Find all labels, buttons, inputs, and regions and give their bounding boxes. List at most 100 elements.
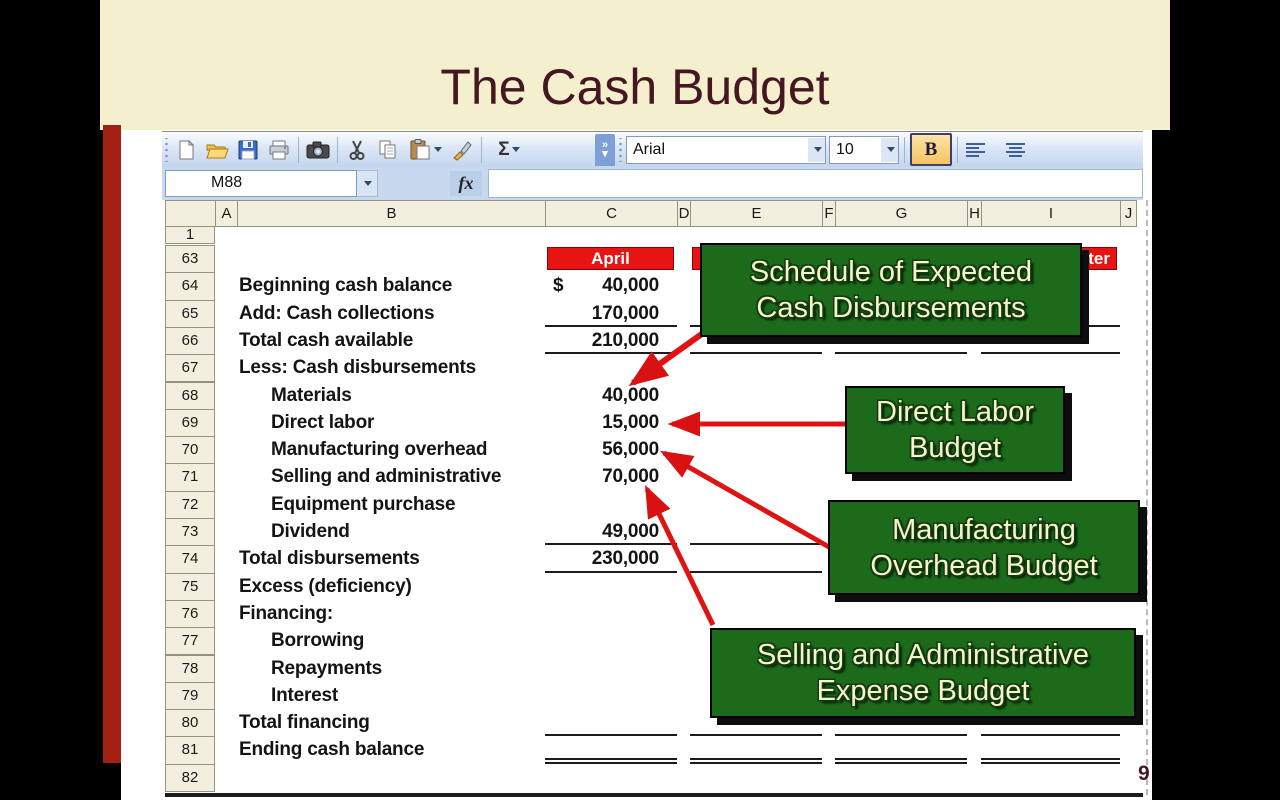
cell-I81[interactable] (981, 736, 1120, 764)
cell-B70[interactable]: Manufacturing overhead (271, 439, 488, 461)
row-header-81[interactable]: 81 (165, 736, 215, 765)
align-left-button[interactable] (963, 136, 996, 163)
select-all-corner[interactable] (165, 200, 216, 227)
cell-C67[interactable] (545, 354, 677, 381)
name-box-dropdown[interactable] (357, 170, 378, 197)
toolbar-grip-handle[interactable] (618, 137, 623, 162)
cell-C75[interactable] (545, 573, 677, 600)
cell-E66[interactable] (690, 327, 822, 355)
cell-G81[interactable] (835, 736, 967, 764)
column-header-A[interactable]: A (215, 200, 238, 227)
row-header-64[interactable]: 64 (165, 272, 215, 301)
cell-B75[interactable]: Excess (deficiency) (239, 575, 412, 597)
cell-C81[interactable] (545, 736, 677, 764)
cell-E74[interactable] (690, 545, 822, 573)
cell-B73[interactable]: Dividend (271, 521, 350, 542)
cell-C65[interactable]: 170,000 (545, 300, 677, 327)
row-header-72[interactable]: 72 (165, 490, 215, 519)
row-header-75[interactable]: 75 (165, 572, 215, 601)
row-header-67[interactable]: 67 (165, 354, 215, 383)
insert-function-button[interactable]: fx (450, 171, 482, 196)
paste-button[interactable] (405, 136, 445, 164)
cell-B69[interactable]: Direct labor (271, 411, 375, 433)
save-button[interactable] (234, 136, 262, 164)
cell-B77[interactable]: Borrowing (271, 630, 365, 652)
font-name-dropdown[interactable] (808, 137, 825, 162)
cell-C78[interactable] (545, 655, 677, 682)
cell-C71[interactable]: 70,000 (602, 466, 659, 488)
cell-B72[interactable]: Equipment purchase (271, 493, 456, 515)
cell-B71[interactable]: Selling and administrative (271, 466, 502, 488)
cut-button[interactable] (343, 136, 371, 164)
row-header-73[interactable]: 73 (165, 518, 215, 547)
column-header-F[interactable]: F (822, 200, 836, 227)
row-header-66[interactable]: 66 (165, 326, 215, 356)
column-header-C[interactable]: C (545, 200, 678, 227)
row-header-79[interactable]: 79 (165, 681, 215, 711)
cell-B76[interactable]: Financing: (239, 602, 334, 624)
font-name-combo[interactable]: Arial (626, 135, 826, 164)
column-header-G[interactable]: G (835, 200, 968, 227)
cell-C69[interactable]: 15,000 (602, 411, 659, 433)
cell-B80[interactable]: Total financing (239, 712, 370, 734)
paste-dropdown-arrow[interactable] (434, 147, 442, 152)
format-painter-button[interactable] (448, 136, 476, 164)
formula-input[interactable] (488, 169, 1143, 198)
autosum-button[interactable]: Σ (487, 136, 531, 164)
print-button[interactable] (265, 136, 293, 164)
row-header-69[interactable]: 69 (165, 408, 215, 438)
cell-C72[interactable]: - (648, 493, 655, 515)
row-header-76[interactable]: 76 (165, 599, 215, 629)
row-header-80[interactable]: 80 (165, 709, 215, 738)
cell-C80[interactable] (545, 709, 677, 737)
autosum-dropdown-arrow[interactable] (511, 147, 520, 152)
cell-B74[interactable]: Total disbursements (239, 548, 420, 570)
row-header-77[interactable]: 77 (165, 627, 215, 656)
copy-button[interactable] (374, 136, 402, 164)
column-header-I[interactable]: I (981, 200, 1121, 227)
column-header-E[interactable]: E (690, 200, 823, 227)
align-center-button[interactable] (999, 136, 1032, 163)
cell-C70[interactable]: 56,000 (602, 439, 659, 461)
toolbar-options-button[interactable]: » ▾ (595, 133, 615, 166)
row-header-1[interactable]: 1 (165, 226, 215, 244)
row-header-71[interactable]: 71 (165, 463, 215, 492)
cell-C68[interactable]: 40,000 (602, 384, 659, 406)
toolbar-grip-handle[interactable] (164, 137, 169, 162)
open-file-button[interactable] (203, 136, 231, 164)
cell-B66[interactable]: Total cash available (239, 329, 414, 351)
font-size-dropdown[interactable] (881, 137, 898, 162)
cell-I66[interactable] (981, 327, 1120, 355)
cell-G80[interactable] (835, 709, 967, 737)
row-header-82[interactable]: 82 (165, 763, 215, 792)
camera-button[interactable] (304, 136, 332, 164)
cell-B67[interactable]: Less: Cash disbursements (239, 357, 477, 379)
cell-C66[interactable]: 210,000 (545, 327, 677, 355)
cell-C64[interactable]: $40,000 (545, 272, 677, 299)
row-header-74[interactable]: 74 (165, 545, 215, 574)
cell-C82[interactable] (545, 764, 677, 791)
row-header-70[interactable]: 70 (165, 436, 215, 465)
column-header-J[interactable]: J (1120, 200, 1137, 227)
cell-E80[interactable] (690, 709, 822, 737)
column-header-B[interactable]: B (237, 200, 546, 227)
cell-B64[interactable]: Beginning cash balance (239, 275, 453, 297)
row-header-78[interactable]: 78 (165, 654, 215, 683)
cell-C77[interactable] (545, 627, 677, 654)
font-size-combo[interactable]: 10 (829, 135, 899, 164)
row-header-63[interactable]: 63 (165, 245, 215, 274)
bold-button[interactable]: B (910, 133, 952, 166)
cell-C73[interactable]: 49,000 (545, 518, 677, 546)
column-header-H[interactable]: H (967, 200, 982, 227)
cell-C76[interactable] (545, 600, 677, 627)
cell-B81[interactable]: Ending cash balance (239, 739, 425, 761)
cell-C74[interactable]: 230,000 (545, 545, 677, 573)
cell-E81[interactable] (690, 736, 822, 764)
new-document-button[interactable] (172, 136, 200, 164)
cell-B65[interactable]: Add: Cash collections (239, 302, 435, 324)
cell-G66[interactable] (835, 327, 967, 355)
cell-E73[interactable] (690, 518, 822, 546)
cell-I80[interactable] (981, 709, 1120, 737)
cell-B78[interactable]: Repayments (271, 657, 382, 679)
cell-name-box[interactable]: M88 (165, 170, 357, 197)
